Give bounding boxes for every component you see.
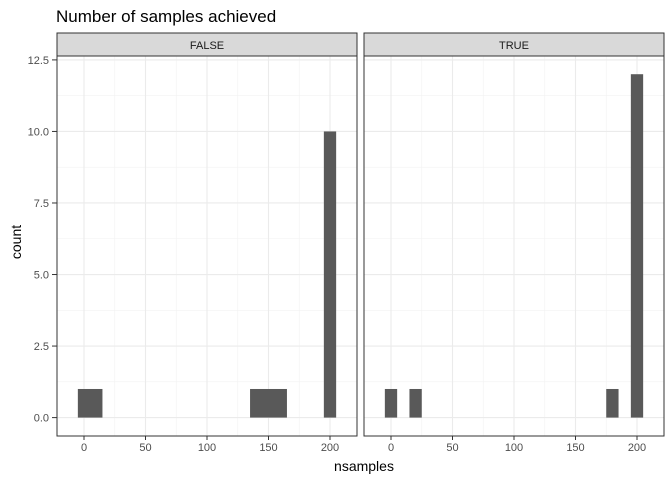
x-tick-label: 100 (198, 442, 216, 454)
x-tick-label: 0 (81, 442, 87, 454)
facet-panel-false: FALSE 0 50 100 150 200 (56, 32, 358, 454)
y-tick-label: 12.5 (28, 55, 49, 67)
facet-strip-label: FALSE (190, 40, 224, 52)
x-tick-label: 0 (388, 442, 394, 454)
histogram-bar (77, 388, 103, 418)
x-tick-label: 200 (628, 442, 646, 454)
facet-panel-true: TRUE 0 50 100 150 200 (363, 32, 665, 454)
y-tick-label: 5.0 (34, 270, 49, 282)
chart-title: Number of samples achieved (56, 7, 276, 26)
histogram-bar (384, 388, 398, 418)
histogram-bar (323, 131, 337, 418)
histogram-bar (250, 388, 287, 418)
x-axis-label: nsamples (334, 458, 394, 474)
facets-layer: FALSE 0 50 100 150 200 TRUE 0 50 100 150 200 (56, 32, 665, 454)
y-tick-label: 2.5 (34, 341, 49, 353)
y-axis: 0.0 2.5 5.0 7.5 10.0 12.5 (28, 55, 57, 425)
histogram-bar (409, 388, 422, 418)
x-tick-label: 100 (505, 442, 523, 454)
y-tick-label: 7.5 (34, 198, 49, 210)
x-tick-label: 150 (566, 442, 584, 454)
y-tick-label: 0.0 (34, 413, 49, 425)
histogram-bar (630, 74, 644, 418)
facet-strip-label: TRUE (499, 40, 529, 52)
y-axis-label: count (8, 225, 24, 259)
histogram-bar (606, 388, 619, 418)
x-tick-label: 50 (446, 442, 458, 454)
x-tick-label: 50 (139, 442, 151, 454)
y-tick-label: 10.0 (28, 126, 49, 138)
x-tick-label: 150 (259, 442, 277, 454)
x-tick-label: 200 (321, 442, 339, 454)
